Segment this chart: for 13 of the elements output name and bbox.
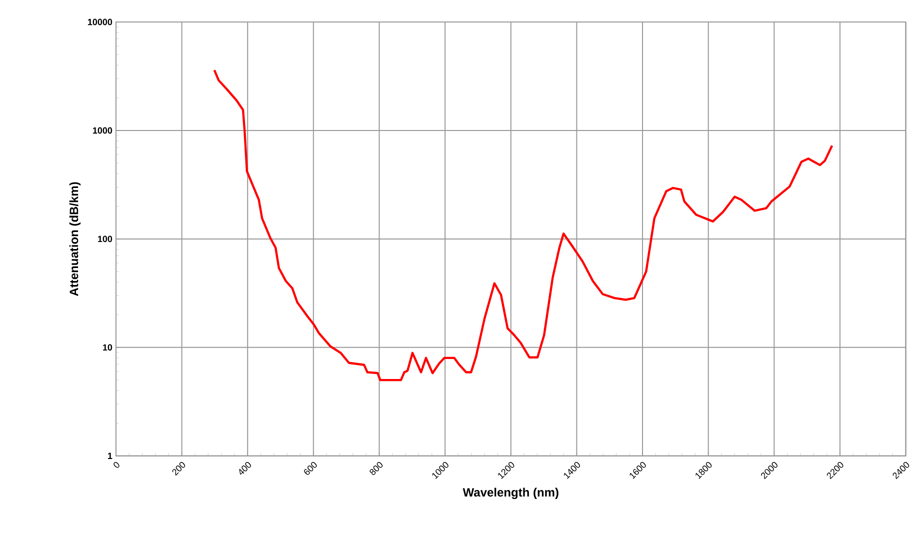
y-tick-label: 1 bbox=[108, 452, 112, 460]
x-tick-label: 200 bbox=[172, 462, 186, 476]
y-tick-label: 10000 bbox=[88, 18, 112, 26]
line-series bbox=[213, 69, 834, 382]
x-axis-title: Wavelength (nm) bbox=[462, 488, 558, 500]
x-tick-label: 800 bbox=[370, 462, 383, 476]
x-tick-label: 600 bbox=[304, 462, 317, 475]
y-tick-label: 10 bbox=[103, 344, 112, 351]
x-tick-label: 0 bbox=[114, 462, 120, 468]
y-tick-label: 100 bbox=[98, 236, 112, 242]
y-axis-title: Attenuation (dB/km) bbox=[69, 182, 81, 296]
x-tick-label: 400 bbox=[239, 462, 251, 475]
y-tick-label: 1000 bbox=[92, 127, 112, 134]
